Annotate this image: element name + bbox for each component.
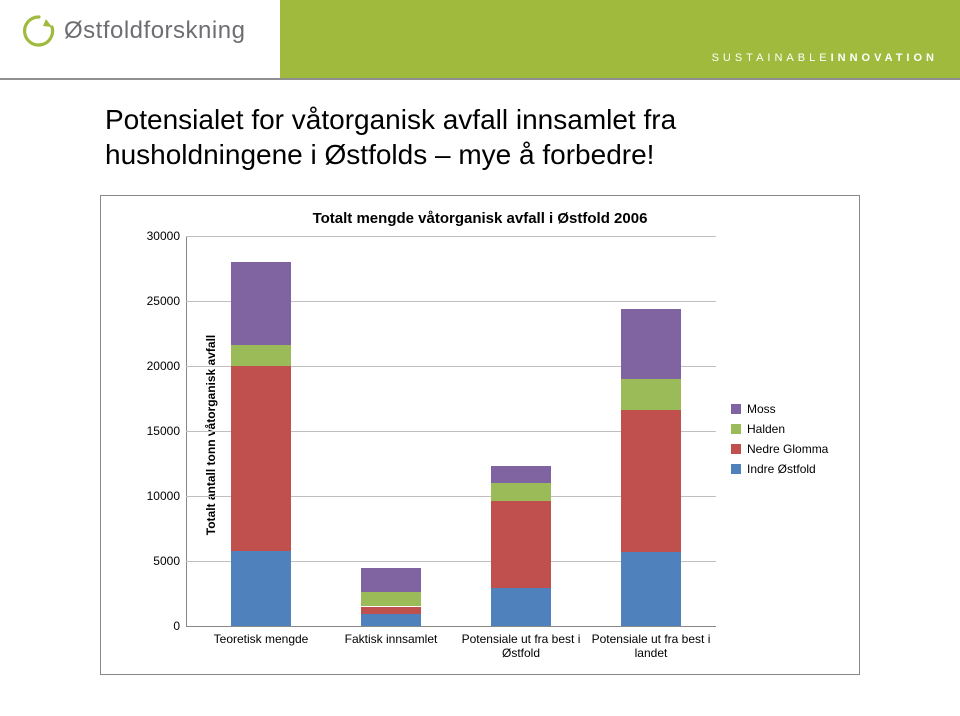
y-tick-label: 0 — [173, 619, 180, 633]
header-green-band — [280, 0, 960, 78]
bar-segment-nedre_glomma — [621, 410, 681, 552]
y-tick-label: 10000 — [147, 489, 180, 503]
y-tick-label: 15000 — [147, 424, 180, 438]
bar-segment-indre_ostfold — [621, 552, 681, 626]
title-line-2: husholdningene i Østfolds – mye å forbed… — [105, 137, 960, 172]
bar-segment-halden — [621, 379, 681, 410]
legend-label: Halden — [747, 422, 785, 436]
legend-label: Nedre Glomma — [747, 442, 828, 456]
tagline-innovation: INNOVATION — [831, 52, 938, 64]
x-axis — [186, 626, 716, 627]
legend-item-halden: Halden — [731, 422, 828, 436]
bar-segment-moss — [621, 309, 681, 379]
legend-swatch — [731, 464, 741, 474]
title-line-1: Potensialet for våtorganisk avfall innsa… — [105, 102, 960, 137]
bar-segment-indre_ostfold — [491, 588, 551, 626]
chart-title: Totalt mengde våtorganisk avfall i Østfo… — [101, 210, 859, 227]
bar-segment-indre_ostfold — [361, 614, 421, 626]
recycle-icon — [22, 14, 56, 48]
bar-segment-moss — [231, 262, 291, 345]
bar-segment-nedre_glomma — [491, 501, 551, 588]
page-title: Potensialet for våtorganisk avfall innsa… — [105, 102, 960, 172]
x-tick-label: Potensiale ut fra best ilandet — [586, 632, 716, 661]
x-tick-label: Teoretisk mengde — [196, 632, 326, 646]
bar-segment-moss — [491, 466, 551, 483]
bar-segment-nedre_glomma — [231, 366, 291, 551]
bar-group — [361, 236, 421, 626]
bar-segment-indre_ostfold — [231, 551, 291, 626]
y-tick-label: 30000 — [147, 229, 180, 243]
y-tick-label: 25000 — [147, 294, 180, 308]
tagline: SUSTAINABLEINNOVATION — [712, 52, 938, 64]
bar-segment-halden — [491, 483, 551, 501]
y-tick-label: 20000 — [147, 359, 180, 373]
bar-group — [621, 236, 681, 626]
bar-segment-halden — [231, 345, 291, 366]
plot-area: 050001000015000200002500030000Teoretisk … — [186, 236, 716, 626]
x-tick-label: Faktisk innsamlet — [326, 632, 456, 646]
header: Østfoldforskning SUSTAINABLEINNOVATION — [0, 0, 960, 78]
legend-label: Indre Østfold — [747, 462, 816, 476]
legend-item-indre_ostfold: Indre Østfold — [731, 462, 828, 476]
x-tick-label: Potensiale ut fra best iØstfold — [456, 632, 586, 661]
legend-item-nedre_glomma: Nedre Glomma — [731, 442, 828, 456]
legend-label: Moss — [747, 402, 776, 416]
legend-swatch — [731, 444, 741, 454]
y-tick-label: 5000 — [153, 554, 180, 568]
tagline-sustainable: SUSTAINABLE — [712, 52, 831, 64]
chart-container: Totalt mengde våtorganisk avfall i Østfo… — [100, 195, 860, 675]
legend: Moss Halden Nedre Glomma Indre Østfold — [731, 396, 828, 482]
content: Potensialet for våtorganisk avfall innsa… — [0, 80, 960, 172]
bar-segment-halden — [361, 592, 421, 606]
legend-item-moss: Moss — [731, 402, 828, 416]
bar-segment-moss — [361, 568, 421, 593]
bar-group — [231, 236, 291, 626]
brand-name: Østfoldforskning — [64, 17, 245, 45]
bar-segment-nedre_glomma — [361, 607, 421, 615]
logo: Østfoldforskning — [22, 14, 245, 48]
bar-group — [491, 236, 551, 626]
legend-swatch — [731, 404, 741, 414]
legend-swatch — [731, 424, 741, 434]
